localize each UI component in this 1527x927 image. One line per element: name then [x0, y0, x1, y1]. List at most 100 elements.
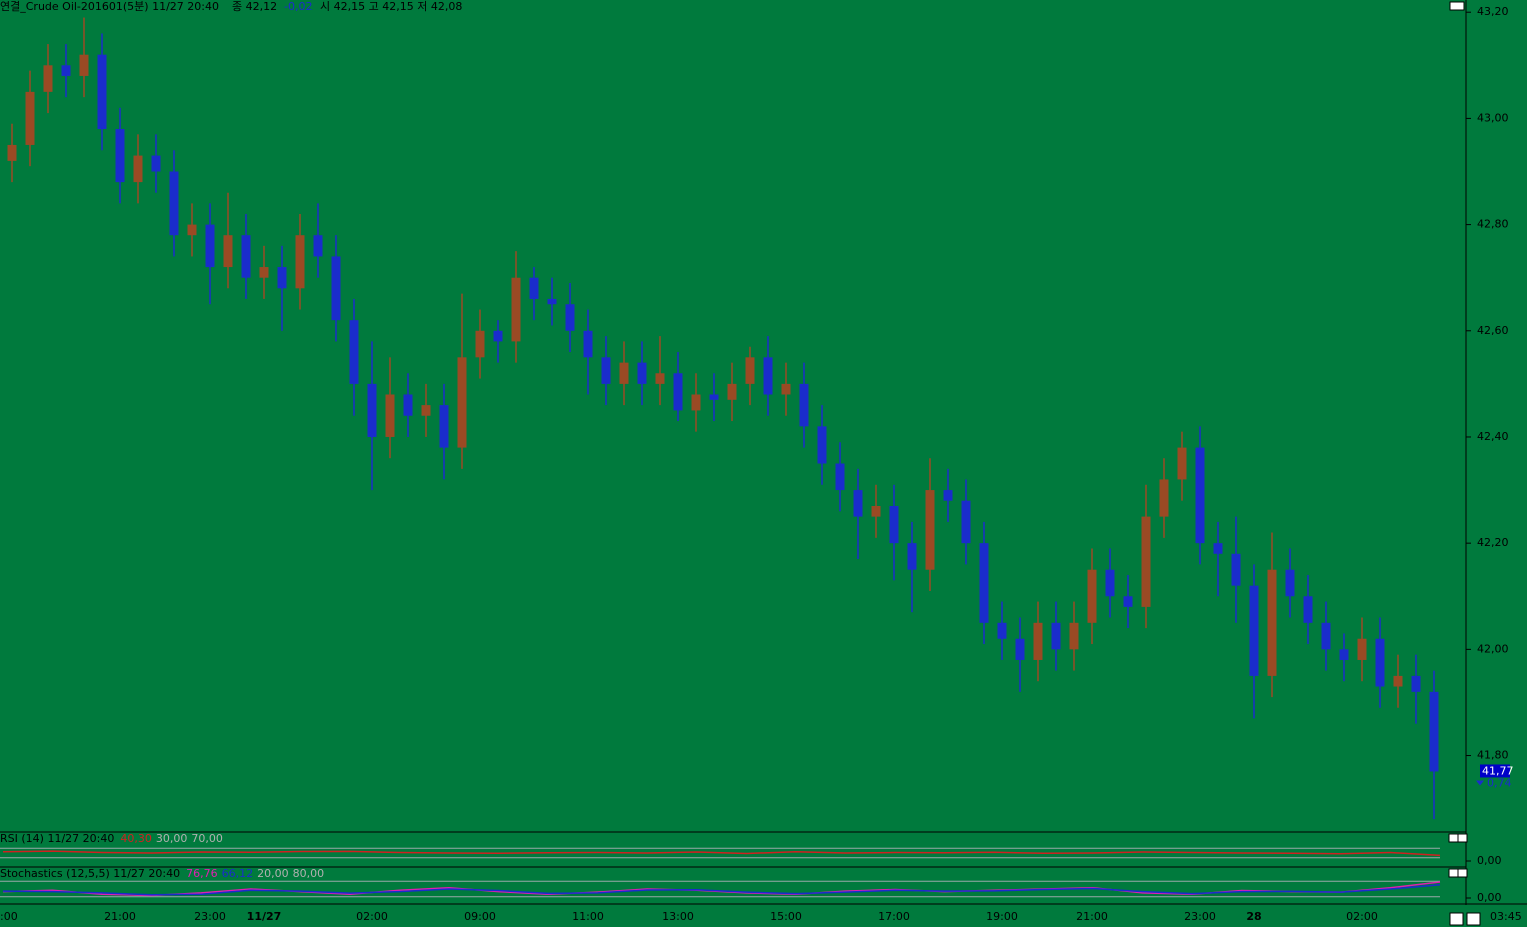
- candle-body: [889, 505, 899, 544]
- candle-body: [7, 144, 17, 161]
- y-tick-label: 42,20: [1477, 536, 1509, 549]
- candle-body: [43, 65, 53, 92]
- candle-body: [1411, 675, 1421, 692]
- candle-body: [1375, 638, 1385, 687]
- candle-body: [781, 383, 791, 395]
- candle-body: [1159, 479, 1169, 517]
- candle-body: [745, 357, 755, 384]
- y-tick-label: 41,80: [1477, 749, 1509, 762]
- candle-body: [583, 330, 593, 358]
- x-tick-label: 11:00: [572, 910, 604, 923]
- pane-close[interactable]: [1457, 868, 1468, 878]
- x-tick-label: :00: [0, 910, 18, 923]
- pane-close[interactable]: [1457, 833, 1468, 843]
- candle-body: [961, 500, 971, 544]
- candle-body: [1357, 638, 1367, 660]
- candle-body: [313, 235, 323, 257]
- candle-body: [529, 277, 539, 299]
- y-tick-label: 43,00: [1477, 111, 1509, 124]
- indicator-line: [2, 884, 1441, 896]
- candle-body: [187, 224, 197, 236]
- last-price-box: [1480, 764, 1510, 778]
- candle-body: [601, 357, 611, 384]
- candle-body: [403, 394, 413, 416]
- x-tick-label: 17:00: [878, 910, 910, 923]
- candle-body: [925, 490, 935, 570]
- candle-body: [1123, 596, 1133, 607]
- candle-body: [259, 267, 269, 278]
- zoom-button[interactable]: [1466, 912, 1481, 926]
- candle-body: [1213, 543, 1223, 554]
- candle-body: [25, 91, 35, 145]
- candle-body: [1249, 585, 1259, 676]
- candle-body: [367, 383, 377, 437]
- candle-body: [691, 394, 701, 411]
- x-tick-label: 15:00: [770, 910, 802, 923]
- candle-body: [1087, 569, 1097, 623]
- candle-body: [241, 235, 251, 278]
- y-tick-label: 0,00: [1477, 854, 1502, 867]
- candle-body: [547, 298, 557, 305]
- x-tick-label: 19:00: [986, 910, 1018, 923]
- x-tick-label: 23:00: [194, 910, 226, 923]
- candle-body: [853, 490, 863, 517]
- candle-body: [1177, 447, 1187, 480]
- level-label: 20,00: [257, 867, 289, 880]
- candle-body: [511, 277, 521, 342]
- candle-body: [1033, 622, 1043, 660]
- candle-body: [565, 304, 575, 331]
- pane-minimize[interactable]: [1448, 868, 1459, 878]
- candle-body: [1141, 516, 1151, 607]
- candle-body: [907, 543, 917, 570]
- candle-body: [295, 235, 305, 289]
- x-tick-label: 13:00: [662, 910, 694, 923]
- indicator-line: [2, 850, 1441, 857]
- candle-body: [439, 405, 449, 448]
- pane-minimize[interactable]: [1448, 833, 1459, 843]
- y-tick-label: 0,00: [1477, 891, 1502, 904]
- candle-body: [115, 129, 125, 183]
- candle-body: [1051, 622, 1061, 650]
- candle-body: [79, 54, 89, 76]
- candle-body: [1303, 596, 1313, 623]
- candle-body: [997, 622, 1007, 639]
- pane-title: Stochastics (12,5,5) 11/27 20:40: [0, 867, 180, 880]
- x-tick-label: 11/27: [247, 910, 282, 923]
- candle-body: [637, 362, 647, 384]
- candle-body: [1393, 675, 1403, 687]
- last-price-label: 41,77: [1482, 764, 1514, 777]
- candle-body: [1429, 691, 1439, 772]
- x-tick-label: 21:00: [1076, 910, 1108, 923]
- last-change: 0,74: [1487, 776, 1512, 789]
- legend-entry: 40,30: [120, 832, 152, 845]
- candle-body: [1267, 569, 1277, 676]
- candle-body: [1321, 622, 1331, 650]
- candle-body: [871, 505, 881, 517]
- y-tick-label: 42,80: [1477, 218, 1509, 231]
- candle-body: [205, 224, 215, 268]
- window-button[interactable]: [1449, 1, 1465, 11]
- candle-body: [1339, 649, 1349, 660]
- candle-body: [1285, 569, 1295, 597]
- candle-body: [655, 373, 665, 384]
- candle-body: [97, 54, 107, 130]
- candle-body: [817, 426, 827, 464]
- y-tick-label: 43,20: [1477, 5, 1509, 18]
- candle-body: [349, 320, 359, 384]
- x-tick-label: 02:00: [356, 910, 388, 923]
- candle-body: [475, 330, 485, 358]
- candle-body: [1105, 569, 1115, 597]
- level-label: 70,00: [191, 832, 223, 845]
- tool-button[interactable]: [1449, 912, 1464, 926]
- candle-body: [61, 65, 71, 76]
- y-tick-label: 42,40: [1477, 430, 1509, 443]
- candle-body: [493, 330, 503, 342]
- header-ohlc: 시 42,15 고 42,15 저 42,08: [320, 0, 462, 13]
- candle-body: [223, 235, 233, 268]
- candle-body: [727, 383, 737, 400]
- y-tick-label: 42,60: [1477, 324, 1509, 337]
- candle-body: [1015, 638, 1025, 660]
- candle-body: [1069, 622, 1079, 650]
